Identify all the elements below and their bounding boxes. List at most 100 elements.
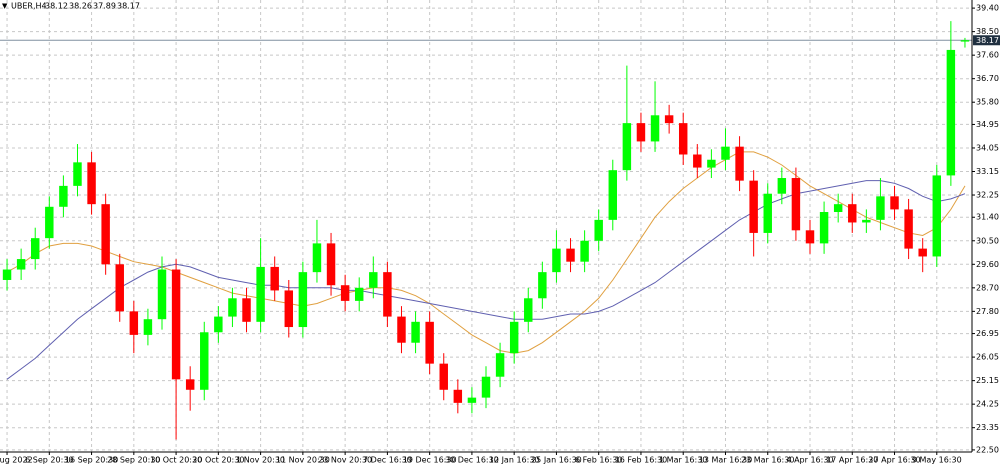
candle-body: [270, 266, 279, 291]
header: ▼ UBER,H4 38.12 38.26 37.89 38.17: [2, 2, 140, 11]
candle-body: [693, 154, 702, 168]
y-tick-label: 27.80: [976, 307, 999, 316]
y-tick-label: 31.40: [976, 213, 999, 222]
y-tick-label: 24.25: [976, 400, 999, 409]
labels: 39.40 38.50 37.60 36.70 35.80 34.95 34.05 33.15…: [0, 4, 1000, 465]
candle-body: [707, 159, 716, 168]
candle-body: [721, 146, 730, 160]
last-open: 38.12: [45, 2, 68, 11]
plot: [2, 21, 970, 440]
candle-body: [805, 230, 815, 244]
candle-body: [819, 212, 829, 244]
candle-body: [101, 204, 110, 265]
candle-body: [200, 332, 209, 390]
x-tick-label: 12 Jan 16:30: [489, 456, 540, 465]
candle-body: [509, 321, 519, 354]
candle-body: [45, 206, 54, 239]
candle-body: [495, 353, 505, 377]
candle-body: [777, 178, 787, 194]
y-tick-label: 26.95: [976, 329, 999, 338]
x-tick-label: 6 Sep 20:30: [25, 456, 73, 465]
y-tick-label: 38.50: [976, 27, 999, 36]
candle-body: [228, 298, 237, 317]
candle-body: [960, 40, 970, 42]
candle-body: [876, 196, 885, 220]
candle-body: [73, 162, 82, 186]
last-low: 37.89: [93, 2, 116, 11]
candle-body: [340, 285, 350, 301]
x-tick-label: 16 Sep 20:30: [65, 456, 118, 465]
x-tick-label: 28 Sep 20:30: [107, 456, 160, 465]
y-tick-label: 29.60: [976, 260, 999, 269]
candle-body: [538, 272, 547, 299]
candle-body: [143, 319, 153, 335]
candle-body: [59, 185, 68, 207]
candle-body: [256, 266, 265, 322]
candle-body: [171, 269, 181, 380]
candle-body: [932, 175, 942, 257]
y-tick-label: 28.70: [976, 283, 999, 292]
candle-body: [16, 259, 26, 270]
moving-average: [6, 151, 966, 354]
current-price-tag: [973, 35, 1000, 46]
x-tick-label: 17 Apr 16:30: [826, 456, 878, 465]
candle-body: [918, 248, 927, 257]
candle-body: [848, 204, 857, 223]
y-tick-label: 33.15: [976, 167, 999, 176]
y-tick-label: 30.50: [976, 236, 999, 245]
y-tick-label: 39.40: [976, 4, 999, 13]
candle-body: [904, 209, 913, 249]
symbol: UBER,H4: [11, 2, 47, 11]
candle-body: [157, 269, 167, 320]
x-tick-label: 25 Jan 16:30: [531, 456, 582, 465]
candle-body: [763, 193, 772, 233]
x-tick-label: 30 Dec 16:30: [445, 456, 499, 465]
candle-body: [2, 269, 12, 280]
candle-body: [411, 321, 420, 343]
x-tick-label: 23 Mar 16:30: [741, 456, 794, 465]
x-tick-label: 11 Nov 20:30: [276, 456, 330, 465]
moving-average: [6, 180, 966, 380]
x-tick-label: 6 Feb 16:30: [575, 456, 622, 465]
candle-body: [636, 123, 646, 142]
candle-body: [580, 240, 589, 262]
y-tick-label: 26.05: [976, 353, 999, 362]
y-tick-label: 23.35: [976, 423, 999, 432]
candle-body: [678, 123, 688, 155]
candle-body: [185, 379, 195, 390]
candle-body: [383, 272, 392, 317]
candle-body: [833, 204, 843, 213]
y-tick-label: 25.15: [976, 376, 999, 385]
candle-body: [608, 170, 618, 220]
candle-body: [242, 298, 251, 322]
candle-body: [439, 363, 448, 390]
y-tick-label: 34.05: [976, 143, 999, 152]
x-tick-label: 4 Apr 16:30: [786, 456, 833, 465]
candle-body: [30, 238, 40, 260]
candle-body: [862, 219, 871, 223]
candle-body: [425, 321, 434, 364]
y-tick-label: 35.80: [976, 98, 999, 107]
candle-body: [552, 248, 561, 273]
candle-body: [312, 243, 322, 273]
candle-body: [622, 123, 632, 171]
x-tick-label: 10 Oct 20:30: [150, 456, 202, 465]
candle-body: [946, 49, 956, 176]
x-tick-label: 20 Oct 20:30: [192, 456, 244, 465]
x-tick-label: 1 Mar 16:30: [659, 456, 707, 465]
header-icon: ▼: [2, 2, 8, 10]
x-tick-label: 13 Mar 16:30: [699, 456, 752, 465]
current-price-label: 38.17: [976, 36, 999, 45]
candle-body: [524, 298, 533, 322]
x-tick-label: 19 Dec 16:30: [403, 456, 457, 465]
last-high: 38.26: [69, 2, 92, 11]
x-tick-label: 23 Nov 20:30: [318, 456, 372, 465]
candle-body: [397, 316, 406, 343]
candle-body: [326, 243, 336, 286]
candle-body: [354, 287, 364, 301]
x-tick-label: 27 Apr 16:30: [868, 456, 920, 465]
candle-body: [735, 146, 744, 181]
x-tick-label: 24 Aug 2022: [0, 456, 33, 465]
